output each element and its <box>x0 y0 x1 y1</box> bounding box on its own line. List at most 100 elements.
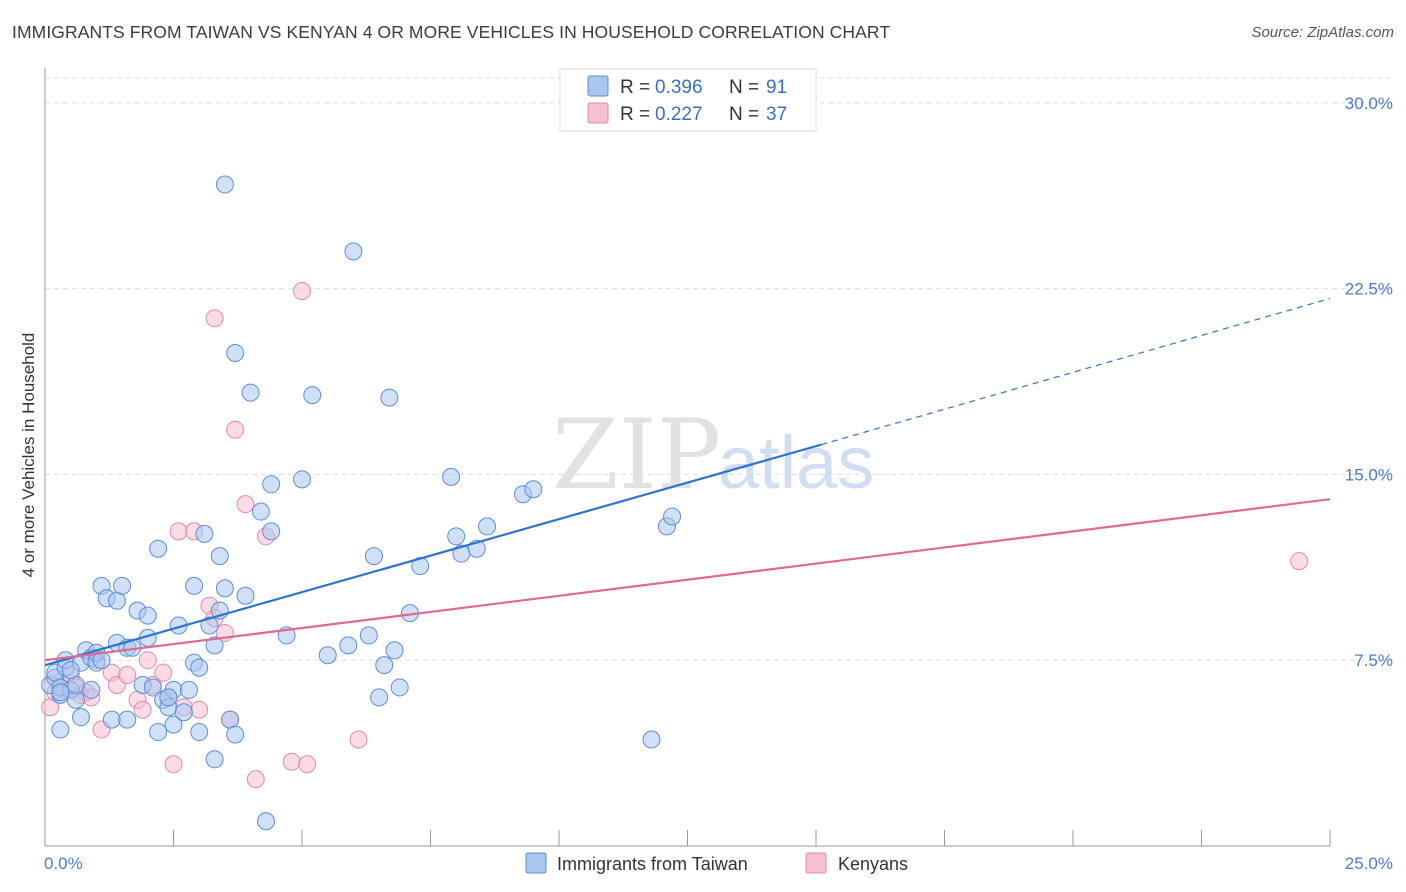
kenya-point <box>118 666 137 685</box>
kenya-point <box>138 651 157 670</box>
kenya-trend-line <box>44 498 1331 662</box>
kenya-point <box>154 663 173 682</box>
taiwan-point <box>118 710 137 729</box>
taiwan-point <box>375 656 394 675</box>
taiwan-point <box>113 576 132 595</box>
legend-n-value-kenya: 37 <box>766 104 787 125</box>
legend-swatch-taiwan <box>587 75 609 97</box>
taiwan-point <box>442 467 461 486</box>
taiwan-point <box>642 730 661 749</box>
taiwan-point <box>159 688 178 707</box>
taiwan-point <box>364 547 383 566</box>
bottom-legend-label-kenya: Kenyans <box>838 854 908 874</box>
legend-n-value-taiwan: 91 <box>766 77 787 98</box>
taiwan-point <box>149 723 168 742</box>
taiwan-point <box>71 708 90 727</box>
taiwan-point <box>236 586 255 605</box>
source-label: Source: ZipAtlas.com <box>1251 24 1394 41</box>
taiwan-point <box>92 651 111 670</box>
kenya-point <box>226 420 245 439</box>
taiwan-point <box>174 703 193 722</box>
taiwan-point <box>318 646 337 665</box>
kenya-point <box>246 770 265 789</box>
kenya-point <box>205 309 224 328</box>
y-tick-label: 22.5% <box>1345 280 1393 299</box>
legend-swatch-kenya <box>587 102 609 124</box>
taiwan-point <box>200 616 219 635</box>
taiwan-point <box>226 343 245 362</box>
taiwan-point <box>293 470 311 489</box>
kenya-point <box>236 495 255 514</box>
kenya-point <box>190 700 209 719</box>
kenya-point <box>282 752 301 771</box>
taiwan-point <box>251 502 270 521</box>
taiwan-point <box>359 626 378 645</box>
taiwan-point <box>205 636 224 655</box>
taiwan-point <box>257 812 276 831</box>
trend-lines <box>44 297 1331 667</box>
taiwan-point <box>195 524 214 543</box>
taiwan-point <box>190 658 209 677</box>
x-tick-label: 0.0% <box>44 854 83 873</box>
taiwan-point <box>524 480 543 499</box>
top-legend: R = 0.396 N = 91 R = 0.227 N = 37 <box>559 68 817 132</box>
taiwan-point <box>339 636 358 655</box>
kenya-point <box>293 282 311 301</box>
taiwan-point <box>390 678 409 697</box>
x-tick-label: 25.0% <box>1345 854 1393 873</box>
taiwan-point <box>447 527 466 546</box>
legend-r-label-taiwan: R = <box>620 77 650 98</box>
kenya-point <box>298 755 317 774</box>
taiwan-trend-line <box>44 443 822 667</box>
taiwan-point <box>663 507 682 526</box>
taiwan-point <box>385 641 404 660</box>
y-tick-label: 7.5% <box>1354 651 1393 670</box>
taiwan-point <box>185 576 204 595</box>
y-tick-label: 15.0% <box>1345 465 1393 484</box>
kenya-point <box>164 755 183 774</box>
taiwan-point <box>215 579 234 598</box>
bottom-legend-swatch-taiwan <box>525 852 547 874</box>
taiwan-point <box>215 175 234 194</box>
taiwan-point <box>143 678 162 697</box>
kenya-point <box>1290 552 1309 571</box>
legend-r-label-kenya: R = <box>620 104 650 125</box>
taiwan-point <box>190 723 209 742</box>
kenya-point <box>169 522 188 541</box>
bottom-legend-label-taiwan: Immigrants from Taiwan <box>557 854 748 874</box>
taiwan-point <box>262 522 281 541</box>
watermark: ZIP atlas <box>552 399 874 511</box>
bottom-legend-swatch-kenya <box>805 852 827 874</box>
axes <box>44 68 1331 847</box>
taiwan-point <box>344 242 363 261</box>
kenya-point <box>349 730 368 749</box>
taiwan-point <box>370 688 389 707</box>
watermark-zip: ZIP <box>552 399 721 511</box>
taiwan-point <box>303 386 322 405</box>
taiwan-point <box>82 680 101 699</box>
legend-r-value-taiwan: 0.396 <box>655 77 703 98</box>
taiwan-trend-extension <box>820 297 1331 446</box>
taiwan-point <box>205 750 224 769</box>
tick-labels: 7.5% 15.0% 22.5% 30.0% 0.0% 25.0% <box>44 94 1393 873</box>
taiwan-point <box>51 683 70 702</box>
legend-r-value-kenya: 0.227 <box>655 104 703 125</box>
chart-title: IMMIGRANTS FROM TAIWAN VS KENYAN 4 OR MO… <box>12 22 891 42</box>
taiwan-point <box>262 475 281 494</box>
taiwan-point <box>179 680 198 699</box>
kenya-point <box>133 700 152 719</box>
legend-n-label-kenya: N = <box>729 104 759 125</box>
taiwan-point <box>149 539 168 558</box>
taiwan-point <box>241 383 260 402</box>
taiwan-point <box>51 720 70 739</box>
taiwan-point <box>164 715 183 734</box>
taiwan-point <box>226 725 245 744</box>
grid-layer <box>45 77 1392 661</box>
bottom-legend: Immigrants from Taiwan Kenyans <box>525 852 908 874</box>
y-tick-label: 30.0% <box>1345 94 1393 113</box>
taiwan-point <box>210 547 229 566</box>
taiwan-point <box>138 606 157 625</box>
watermark-atlas: atlas <box>718 421 874 504</box>
taiwan-point <box>102 710 121 729</box>
